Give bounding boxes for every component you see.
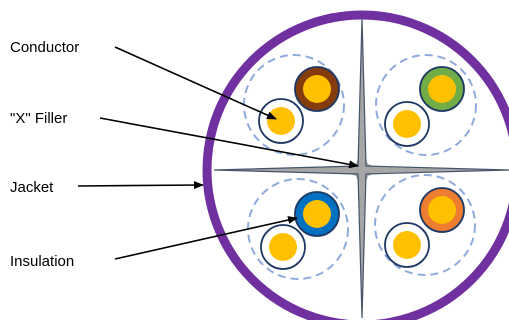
jacket-pointer [77,181,204,190]
conductor-white-brown-pair [267,107,295,135]
twisted-pair-green [375,54,477,156]
outline-white-brown-pair [258,98,304,144]
white-insulation-outlines [258,98,430,270]
conductor-green-pair [428,75,456,103]
x-filler-center [340,148,384,192]
insulation-pointer [114,216,298,260]
pair-boundary-orange [374,174,476,276]
conductor-white-orange-pair [393,231,421,259]
outline-white-orange-pair [384,222,430,268]
outline-white-blue-pair [260,224,306,270]
jacket-label: Jacket [10,179,54,196]
x-filler-pointer [99,117,359,169]
conductor-white-green-pair [393,110,421,138]
twisted-pair-orange [374,174,476,276]
x-filler-label: "X" Filler [10,110,67,127]
x-filler-outline [213,17,509,319]
conductor-brown-pair [303,75,331,103]
conductor-white-blue-pair [269,233,297,261]
insulation-label: Insulation [10,253,74,270]
conductor-orange-pair [428,196,456,224]
conductor-label: Conductor [10,39,79,56]
pair-boundary-green [375,54,477,156]
conductor-pointer [114,46,277,120]
conductor-blue-pair [303,200,331,228]
outline-white-green-pair [384,101,430,147]
